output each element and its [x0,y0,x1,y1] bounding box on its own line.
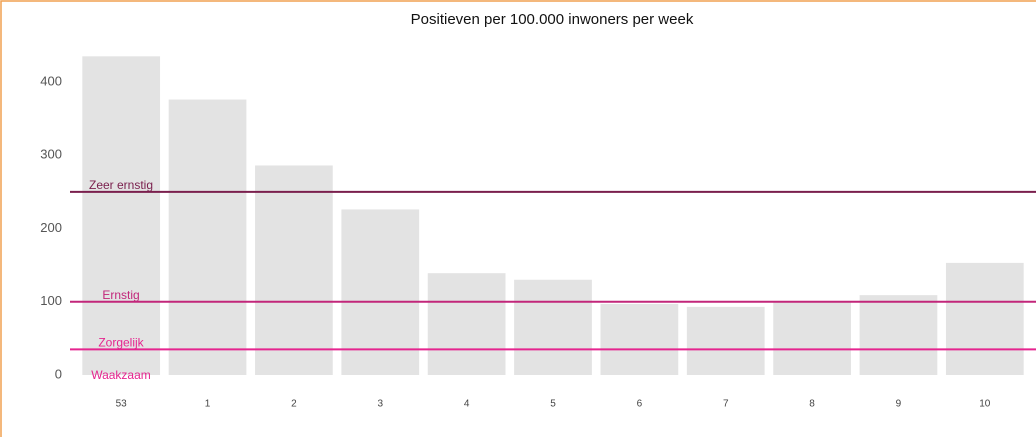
bar [168,99,247,376]
bar [686,306,765,375]
y-tick-label: 0 [55,366,62,381]
x-tick-label: 8 [809,399,815,410]
threshold-label: Waakzaam [91,368,151,382]
x-tick-label: 5 [550,399,556,410]
bar [859,295,938,375]
x-tick-label: 53 [116,399,128,410]
x-tick-label: 2 [291,399,297,410]
y-tick-label: 200 [40,220,62,235]
threshold-label: Zeer ernstig [89,178,153,192]
y-tick-label: 100 [40,293,62,308]
y-tick-label: 300 [40,147,62,162]
chart-title: Positieven per 100.000 inwoners per week [411,11,694,28]
x-tick-label: 6 [637,399,643,410]
x-tick-label: 1 [205,399,211,410]
x-tick-label: 4 [464,399,470,410]
x-tick-label: 3 [377,399,383,410]
bar [945,262,1024,375]
bar [773,301,851,375]
x-tick-label: 10 [979,399,991,410]
x-tick-label: 9 [896,399,902,410]
threshold-label: Zorgelijk [98,336,144,350]
bar [514,279,592,375]
x-tick-label: 7 [723,399,729,410]
bar [341,209,420,375]
bar [255,165,333,375]
bar [427,273,506,375]
threshold-label: Ernstig [102,288,139,302]
bar [600,303,679,375]
y-tick-label: 400 [40,73,62,88]
bar [82,56,161,375]
